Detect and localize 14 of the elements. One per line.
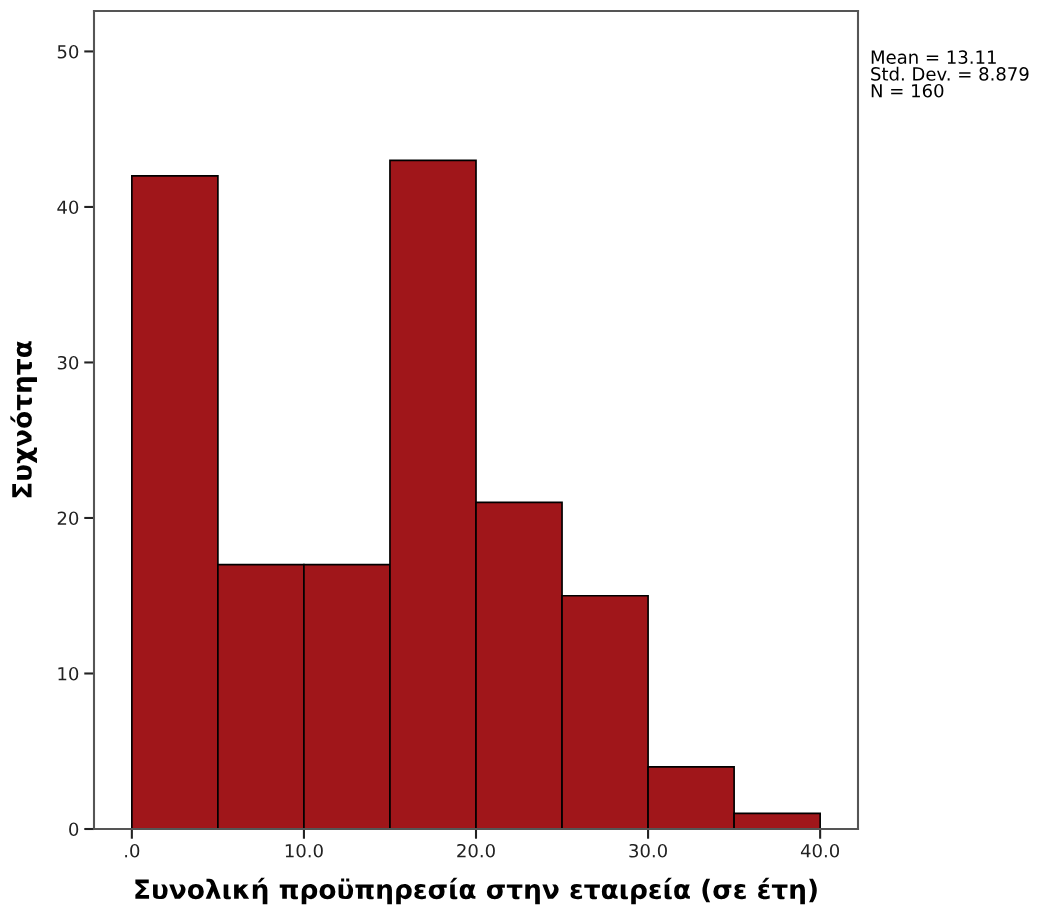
x-tick-label: .0 bbox=[125, 843, 140, 858]
x-tick-label: 30.0 bbox=[629, 843, 667, 858]
y-tick-label: 30 bbox=[57, 355, 79, 370]
y-tick-label: 50 bbox=[57, 44, 79, 59]
x-axis-title: Συνολική προϋπηρεσία στην εταιρεία (σε έτη) bbox=[135, 877, 817, 905]
x-tick-label: 40.0 bbox=[800, 843, 840, 858]
y-axis-title: Συχνότητα bbox=[10, 341, 37, 498]
y-tick-label: 40 bbox=[57, 200, 79, 215]
y-tick-label: 20 bbox=[57, 511, 79, 526]
y-tick-label: 10 bbox=[58, 666, 79, 681]
text: Mean = 13.11 Std. Dev. = 8.879 N = 160 bbox=[871, 50, 1029, 98]
y-tick-label: 0 bbox=[69, 822, 79, 837]
x-tick-label: 10.0 bbox=[285, 843, 323, 858]
x-tick-label: 20.0 bbox=[457, 843, 495, 858]
